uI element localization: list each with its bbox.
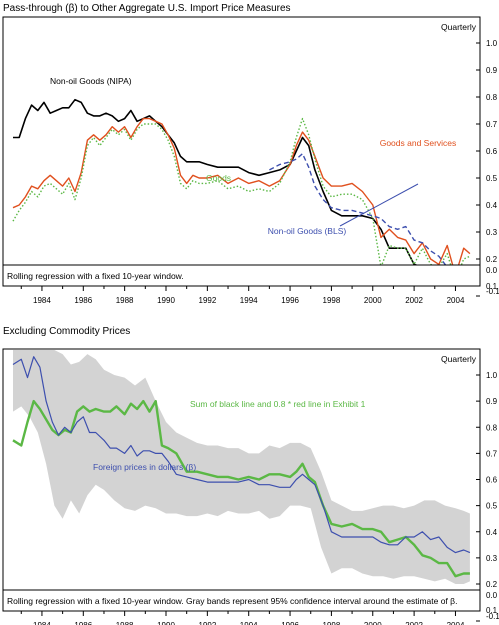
chart-note: Rolling regression with a fixed 10-year …	[7, 271, 184, 281]
x-tick-label: 2004	[447, 296, 465, 305]
label-goods: Goods	[206, 173, 231, 183]
y-tick-label: 0.5	[486, 174, 498, 183]
chart-title: Excluding Commodity Prices	[3, 326, 130, 337]
plot-frame	[2, 16, 481, 287]
note-box	[2, 589, 481, 612]
panel-excluding-commodities: Excluding Commodity Prices Quarterly -0.…	[2, 326, 499, 625]
x-tick-label: 1996	[281, 296, 299, 305]
y-tick-label: 0.9	[486, 397, 498, 406]
y-tick-label: 0.6	[486, 476, 498, 485]
y-tick-label: 0.8	[486, 93, 498, 102]
x-tick-label: 2004	[447, 621, 465, 625]
series-line-goods	[12, 117, 471, 282]
y-tick-label: 0.7	[486, 449, 498, 458]
y-tick-label: 0.7	[486, 120, 498, 129]
x-tick-label: 2002	[405, 621, 423, 625]
x-tick-label: 2000	[364, 621, 382, 625]
y-tick-label: 1.0	[486, 39, 498, 48]
frequency-label: Quarterly	[441, 22, 477, 32]
series-layer	[12, 356, 471, 578]
x-tick-label: 1992	[199, 296, 217, 305]
x-tick-label: 1986	[74, 621, 92, 625]
x-tick-label: 1988	[116, 296, 134, 305]
y-tick-label: -0.1	[486, 287, 499, 296]
y-tick-label: 0.4	[486, 528, 498, 537]
y-tick-label: 0.5	[486, 502, 498, 511]
series-line-sum-of-black-line-and-0-8-red-line-in-exhibit-1	[12, 399, 470, 578]
x-axis: 1984 1986 1988 1990 1992 1994 1996 1998 2000 2002…	[20, 286, 465, 305]
pointer-non-oil-goods-bls	[339, 183, 419, 227]
x-tick-label: 1984	[33, 296, 51, 305]
y-tick-label: 0.9	[486, 66, 498, 75]
x-tick-label: 1998	[323, 296, 341, 305]
label-non-oil-goods-bls: Non-oil Goods (BLS)	[268, 226, 347, 236]
x-tick-label: 1996	[281, 621, 299, 625]
panel-pass-through: Pass-through (β) to Other Aggregate U.S.…	[2, 3, 499, 305]
x-tick-label: 1988	[116, 621, 134, 625]
x-tick-label: 2000	[364, 296, 382, 305]
y-tick-label: -0.1	[486, 612, 499, 621]
y-tick-label: 0.3	[486, 228, 498, 237]
y-tick-label: 1.0	[486, 371, 498, 380]
y-tick-label: 0.2	[486, 255, 498, 264]
label-foreign-prices: Foreign prices in dollars (β)	[93, 462, 196, 472]
chart-title: Pass-through (β) to Other Aggregate U.S.…	[3, 3, 291, 14]
y-tick-label: 0.2	[486, 580, 498, 589]
y-tick-label: 0.1	[486, 606, 498, 615]
series-layer	[12, 98, 471, 287]
x-tick-label: 1994	[240, 296, 258, 305]
series-line-goods-and-services	[12, 117, 471, 276]
x-tick-label: 1992	[199, 621, 217, 625]
note-box	[2, 264, 481, 287]
label-goods-and-services: Goods and Services	[380, 138, 457, 148]
label-non-oil-goods-nipa: Non-oil Goods (NIPA)	[50, 76, 132, 86]
label-sum-series: Sum of black line and 0.8 * red line in …	[190, 399, 366, 409]
y-tick-label: 0.3	[486, 554, 498, 563]
x-tick-label: 1994	[240, 621, 258, 625]
frequency-label: Quarterly	[441, 354, 477, 364]
y-tick-label: 0.8	[486, 423, 498, 432]
x-tick-label: 1990	[157, 621, 175, 625]
y-tick-label: 0.0	[486, 266, 498, 275]
x-axis: 1984 1986 1988 1990 1992 1994 1996 1998 2000 2002…	[20, 611, 465, 625]
y-tick-label: 0.6	[486, 147, 498, 156]
y-tick-label: 0.1	[486, 282, 498, 291]
x-tick-label: 1990	[157, 296, 175, 305]
x-tick-label: 1986	[74, 296, 92, 305]
chart-note: Rolling regression with a fixed 10-year …	[7, 596, 457, 606]
series-line-non-oil-goods-nipa	[13, 98, 471, 282]
series-line-foreign-prices-in-dollars	[12, 356, 471, 554]
y-tick-label: 0.4	[486, 201, 498, 210]
y-tick-label: 0.0	[486, 591, 498, 600]
x-tick-label: 1998	[323, 621, 341, 625]
x-tick-label: 1984	[33, 621, 51, 625]
series-line-non-oil-goods-bls	[269, 153, 471, 287]
x-tick-label: 2002	[405, 296, 423, 305]
